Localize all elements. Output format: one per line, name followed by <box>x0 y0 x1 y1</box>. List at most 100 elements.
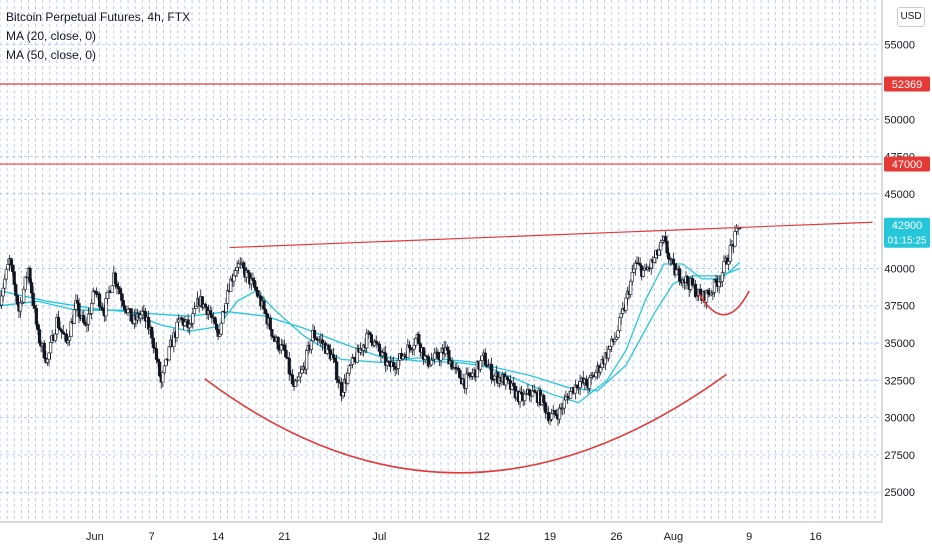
candle-body <box>714 279 718 283</box>
x-tick-label: 16 <box>809 531 821 543</box>
candle-body <box>56 317 61 329</box>
candle-body <box>284 350 288 358</box>
y-tick-label: 27500 <box>884 450 915 462</box>
candle-body <box>594 372 598 378</box>
candle-body <box>30 282 34 294</box>
candle-body <box>162 365 166 374</box>
candle-body <box>630 271 634 282</box>
y-tick-label: 25000 <box>884 487 915 499</box>
time-axis-bg <box>0 522 932 550</box>
candle-body <box>297 376 301 381</box>
candle-body <box>629 280 633 295</box>
candle-body <box>150 327 154 339</box>
horizontal-levels <box>0 83 882 165</box>
candle-body <box>599 367 603 373</box>
price-tag <box>884 156 930 172</box>
time-axis: Jun 7 14 21 Jul 12 19 26 Aug 9 16 <box>0 521 932 550</box>
candle-body <box>151 337 155 348</box>
candle-body <box>116 286 121 290</box>
candle-body <box>37 329 42 344</box>
candle-body <box>77 303 81 317</box>
y-tick-label: 55000 <box>884 40 915 52</box>
countdown-label: 01:15:25 <box>888 236 927 247</box>
candle-body <box>305 350 309 370</box>
candle-body <box>652 257 656 263</box>
candle-body <box>177 319 181 323</box>
candle-body <box>624 297 628 311</box>
candle-body <box>619 312 623 318</box>
candle-body <box>685 276 690 284</box>
ma-20-line <box>0 262 741 404</box>
y-tick-label: 32500 <box>884 375 915 387</box>
candle-body <box>693 284 698 297</box>
candle-body <box>104 298 108 317</box>
candle-body <box>341 392 345 397</box>
candle-body <box>433 352 437 360</box>
candle-body <box>218 333 222 337</box>
candle-body <box>14 284 18 296</box>
candle-body <box>377 343 381 352</box>
candle-body <box>183 321 187 326</box>
candle-body <box>254 286 258 291</box>
x-tick-label: Aug <box>664 531 684 543</box>
candle-body <box>312 330 317 339</box>
candle-body <box>407 344 411 349</box>
candle-body <box>214 323 219 330</box>
candle-body <box>613 339 617 342</box>
candle-body <box>192 308 197 315</box>
candle-body <box>638 263 642 267</box>
candle-body <box>221 311 225 324</box>
candle-body <box>632 268 636 273</box>
candle-body <box>333 357 337 363</box>
candle-body <box>139 314 143 319</box>
legend-ma-20: MA (20, close, 0) <box>6 29 97 43</box>
candle-body <box>608 346 612 350</box>
candle-body <box>417 334 421 345</box>
candle-body <box>512 382 516 387</box>
candle-body <box>369 334 374 343</box>
currency-button[interactable]: USD <box>897 7 925 27</box>
candle-body <box>346 372 350 384</box>
price-axis-bg <box>882 0 932 550</box>
price-tag-label: 42900 <box>892 220 923 232</box>
candle-body <box>12 271 16 285</box>
candle-body <box>674 269 679 276</box>
price-tag <box>884 76 930 92</box>
candle-body <box>287 357 291 375</box>
candle-body <box>175 321 179 338</box>
candle-body <box>728 245 732 262</box>
candle-body <box>246 269 250 274</box>
candlestick-series <box>0 224 742 426</box>
candle-body <box>480 355 484 361</box>
candle-body <box>374 340 378 344</box>
x-tick-label: 7 <box>149 531 155 543</box>
candle-body <box>458 370 462 379</box>
candle-body <box>252 280 257 288</box>
candle-body <box>336 379 340 383</box>
x-tick-label: 21 <box>278 531 290 543</box>
candle-body <box>126 309 130 313</box>
x-tick-label: 26 <box>610 531 622 543</box>
candle-body <box>241 262 246 269</box>
candle-body <box>368 331 372 335</box>
candle-body <box>553 410 557 415</box>
candle-body <box>335 361 339 381</box>
candle-body <box>226 290 230 304</box>
candle-body <box>478 360 483 370</box>
pattern-drawings <box>204 221 873 474</box>
candle-body <box>270 329 274 337</box>
candle-body <box>456 368 460 371</box>
candle-body <box>706 289 710 295</box>
candle-body <box>276 337 280 350</box>
candle-body <box>520 391 524 395</box>
candle-body <box>678 268 682 282</box>
candle-body <box>505 376 509 380</box>
candle-body <box>575 384 579 389</box>
candle-body <box>33 305 37 309</box>
candle-body <box>34 308 38 325</box>
candle-body <box>69 321 73 337</box>
candle-body <box>213 317 217 325</box>
candle-body <box>36 323 40 330</box>
candle-body <box>616 330 620 338</box>
